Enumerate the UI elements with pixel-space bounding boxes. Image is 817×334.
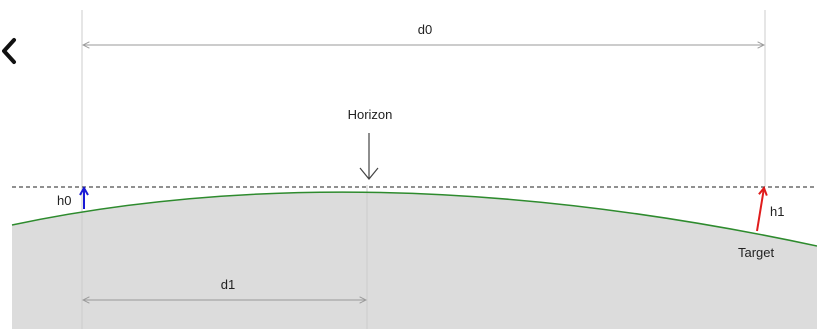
earth-ground xyxy=(12,192,817,329)
h1-label: h1 xyxy=(770,204,784,219)
d1-label: d1 xyxy=(221,277,235,292)
horizon-label: Horizon xyxy=(348,107,393,122)
earth-surface-line xyxy=(11,191,817,247)
target-label: Target xyxy=(738,245,775,260)
h0-label: h0 xyxy=(57,193,71,208)
chevron-left-icon xyxy=(2,38,16,64)
horizon-down-arrow-icon xyxy=(359,133,379,180)
d0-label: d0 xyxy=(418,22,432,37)
h1-arrow xyxy=(756,188,764,232)
back-button[interactable] xyxy=(0,36,22,66)
